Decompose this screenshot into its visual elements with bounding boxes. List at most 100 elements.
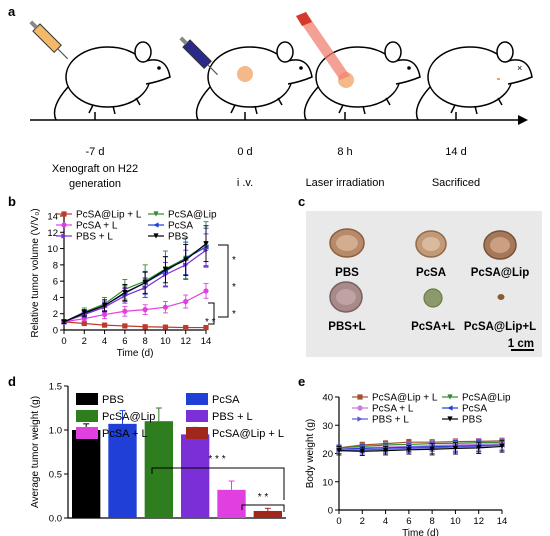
data-point: [162, 267, 169, 273]
timeline-time: 0 d: [237, 146, 252, 158]
legend-label: PcSA@Lip: [102, 411, 155, 423]
data-point: [183, 257, 189, 263]
tumor-photo-pcsa-lip-l: [497, 294, 505, 300]
legend-label: PBS: [102, 394, 124, 406]
timeline-time: 8 h: [337, 146, 352, 158]
panel-label-e: e: [298, 374, 305, 389]
legend-label: PBS + L: [76, 232, 113, 243]
panel-label-d: d: [8, 374, 16, 389]
y-tick-label: 6: [53, 277, 58, 288]
data-point: [183, 298, 189, 305]
panel-c-tumor-photos: PBS PcSA PcSA@Lip PBS+L PcSA+L PcSA@Lip+…: [306, 211, 542, 357]
timeline-time: -7 d: [86, 146, 105, 158]
significance-mark: * *: [205, 317, 216, 328]
syringe-icon: [29, 20, 69, 60]
legend-label: PcSA + L: [76, 221, 118, 232]
data-point: [203, 241, 209, 247]
x-tick-label: 12: [180, 336, 191, 347]
x-tick-label: 0: [61, 336, 66, 347]
legend-marker: [357, 416, 363, 422]
significance-mark: * *: [258, 492, 269, 503]
x-tick-label: 14: [497, 516, 508, 527]
data-point: [162, 324, 169, 330]
data-point: [101, 302, 108, 309]
panel-label-c: c: [298, 194, 305, 209]
data-point: [203, 288, 209, 294]
data-point: [382, 448, 389, 454]
data-point: [81, 310, 87, 316]
data-point: [183, 324, 189, 331]
series-line: [338, 444, 503, 452]
significance-brackets-b: * * * * *: [205, 244, 236, 328]
legend-label: PcSA: [462, 404, 487, 415]
mouse-illustration: [53, 41, 171, 121]
tumor-dot: [497, 78, 500, 80]
timeline-arrowhead: [518, 115, 528, 125]
y-tick-label: 10: [322, 477, 333, 488]
data-point: [101, 322, 108, 328]
tumor-label: PcSA: [416, 267, 446, 279]
legend-label: PcSA@Lip: [168, 210, 217, 221]
tumor-label: PcSA@Lip+L: [464, 321, 536, 333]
y-tick-label: 1.0: [49, 426, 62, 437]
series-line: [338, 445, 503, 452]
laser-beam-icon: [296, 12, 350, 80]
panel-label-a: a: [8, 4, 16, 19]
syringe-icon: [179, 36, 219, 76]
data-point: [61, 319, 67, 325]
data-point: [122, 323, 128, 329]
legend-marker: [447, 405, 453, 411]
legend-label: PBS: [462, 415, 482, 426]
significance-mark: *: [232, 282, 236, 293]
legend-marker: [61, 211, 67, 217]
y-tick-label: 4: [53, 293, 58, 304]
timeline-time: 14 d: [445, 146, 466, 158]
y-tick-label: 2: [53, 309, 58, 320]
tumor-label: PBS: [335, 267, 359, 279]
data-point: [499, 443, 505, 450]
data-point: [101, 311, 108, 318]
legend-marker: [447, 416, 453, 422]
mouse-illustration: [303, 41, 421, 121]
y-tick-label: 14: [47, 212, 58, 223]
x-tick-label: 6: [406, 516, 411, 527]
data-point: [359, 448, 365, 454]
bar: [108, 423, 137, 518]
y-tick-label: 0.0: [49, 514, 62, 525]
data-point: [142, 324, 148, 330]
tumor-weight-chart: 0.0 0.5 1.0 1.5 Average tumor weight (g) PBS P…: [30, 382, 286, 525]
series-line: [338, 441, 503, 449]
data-point: [336, 448, 342, 454]
bar: [217, 489, 246, 518]
data-point: [406, 447, 412, 453]
tumor-label: PBS+L: [328, 321, 365, 333]
tumor-label: PcSA@Lip: [471, 267, 530, 279]
y-tick-label: 8: [53, 260, 58, 271]
axis-frame: [67, 386, 286, 519]
timeline-event-label: Laser irradiation: [306, 177, 385, 189]
x-tick-label: 10: [160, 336, 171, 347]
x-axis-label: Time (d): [402, 528, 439, 536]
timeline-event-label: i .v.: [237, 177, 253, 189]
x-tick-label: 4: [102, 336, 107, 347]
tumor-photo-pcsa-l: [423, 288, 443, 308]
legend-label: PcSA: [168, 221, 193, 232]
series-5: [336, 440, 505, 456]
legend-label: PBS + L: [212, 411, 253, 423]
scale-bar-label: 1 cm: [508, 338, 534, 350]
timeline-event-label: generation: [69, 178, 121, 190]
legend-swatch: [76, 393, 98, 405]
legend-label: PcSA: [212, 394, 240, 406]
x-tick-label: 8: [429, 516, 434, 527]
timeline-event-label: Xenograft on H22: [52, 163, 138, 175]
legend-label: PcSA + L: [372, 404, 414, 415]
x-tick-label: 4: [383, 516, 388, 527]
data-point: [429, 446, 435, 452]
data-point: [203, 324, 209, 331]
significance-mark: *: [232, 255, 236, 266]
x-tick-label: 12: [473, 516, 484, 527]
data-point: [81, 320, 87, 327]
y-tick-label: 20: [322, 449, 333, 460]
legend-label: PcSA@Lip: [462, 393, 511, 404]
x-tick-label: 14: [201, 336, 212, 347]
